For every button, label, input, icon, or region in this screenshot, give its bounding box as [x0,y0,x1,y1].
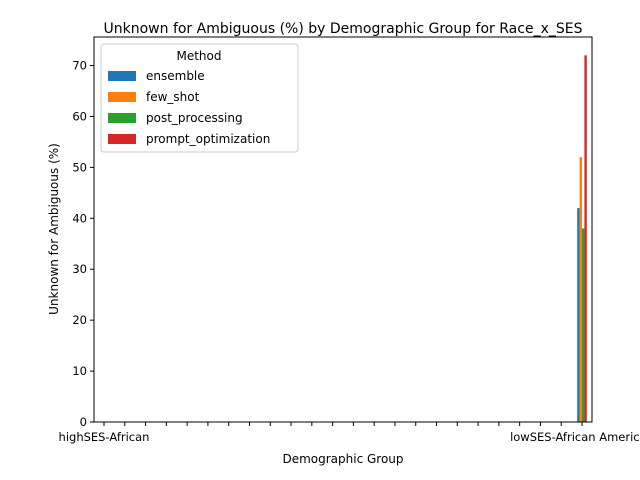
legend-swatch-prompt-optimization [108,134,136,144]
bar-post-processing [582,228,585,422]
legend-label: post_processing [146,111,243,125]
x-axis-label: Demographic Group [282,452,403,466]
legend-label: ensemble [146,69,205,83]
y-tick-label: 20 [72,313,87,327]
legend-title: Method [176,49,221,63]
bar-ensemble [577,208,580,422]
legend-box [100,43,299,153]
legend-swatch-post-processing [108,113,136,123]
legend: Method ensemble few_shot post_processingpr… [100,43,299,153]
y-tick-label: 40 [72,211,87,225]
y-tick-label: 70 [72,59,87,73]
bar-few-shot [579,157,582,422]
plot-frame [93,36,593,423]
chart-title: Unknown for Ambiguous (%) by Demographic… [104,21,583,37]
y-tick-label: 10 [72,364,87,378]
y-tick-label: 50 [72,160,87,174]
legend-swatch-ensemble [108,71,136,81]
y-tick-label: 30 [72,262,87,276]
bar-prompt-optimization [584,55,587,422]
x-tick-label: highSES-African [59,430,150,444]
y-axis: 0 10 20 30 40 50 60 70 [72,59,94,429]
y-axis-label: Unknown for Ambiguous (%) [47,143,61,315]
y-tick-label: 0 [80,415,87,429]
plot-area [577,55,587,422]
x-tick-label: lowSES-African American [510,430,640,444]
y-tick-label: 60 [72,109,87,123]
legend-swatch-few-shot [108,92,136,102]
x-axis: highSES-African lowSES-African American [59,422,640,444]
legend-label: few_shot [146,90,200,104]
legend-label: prompt_optimization [146,132,270,146]
